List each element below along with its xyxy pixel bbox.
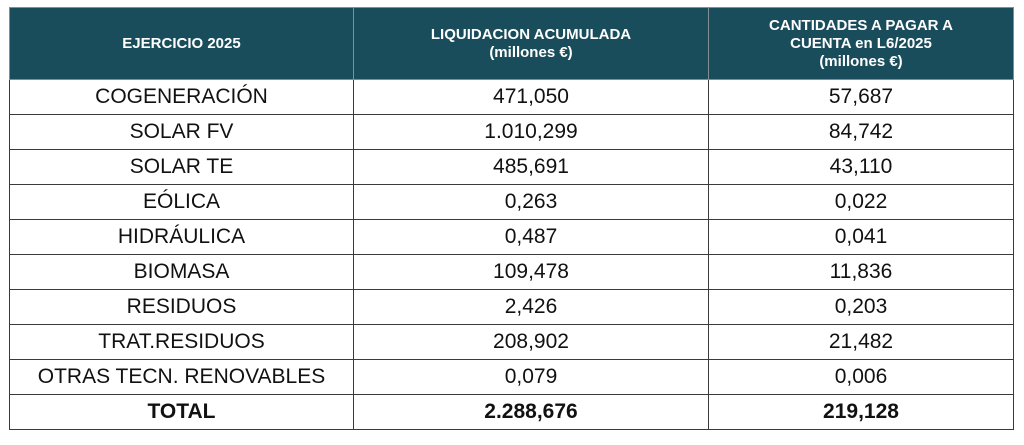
row-liquidacion: 0,487 <box>353 219 709 255</box>
row-label: SOLAR TE <box>9 149 354 185</box>
row-liquidacion: 471,050 <box>353 79 709 115</box>
row-label: TRAT.RESIDUOS <box>9 324 354 360</box>
header-row: EJERCICIO 2025 LIQUIDACION ACUMULADA (mi… <box>9 7 1014 80</box>
table-row: TRAT.RESIDUOS 208,902 21,482 <box>9 324 1014 360</box>
header-cantidades-line: CUENTA en L6/2025 <box>790 34 932 52</box>
row-label: EÓLICA <box>9 184 354 220</box>
row-liquidacion: 485,691 <box>353 149 709 185</box>
table-row: RESIDUOS 2,426 0,203 <box>9 289 1014 325</box>
liquidation-table: EJERCICIO 2025 LIQUIDACION ACUMULADA (mi… <box>9 7 1014 430</box>
row-cantidades: 0,006 <box>708 359 1014 395</box>
header-cantidades-line: CANTIDADES A PAGAR A <box>769 16 953 34</box>
row-cantidades: 11,836 <box>708 254 1014 290</box>
row-label: RESIDUOS <box>9 289 354 325</box>
table-row: SOLAR TE 485,691 43,110 <box>9 149 1014 185</box>
table-header: EJERCICIO 2025 LIQUIDACION ACUMULADA (mi… <box>9 7 1014 80</box>
header-cantidades-unit: (millones €) <box>819 52 903 70</box>
total-liquidacion: 2.288,676 <box>353 394 709 430</box>
row-liquidacion: 208,902 <box>353 324 709 360</box>
row-label: COGENERACIÓN <box>9 79 354 115</box>
row-liquidacion: 2,426 <box>353 289 709 325</box>
header-liquidacion-unit: (millones €) <box>489 43 573 61</box>
header-ejercicio: EJERCICIO 2025 <box>9 7 354 80</box>
table-row: BIOMASA 109,478 11,836 <box>9 254 1014 290</box>
row-label: HIDRÁULICA <box>9 219 354 255</box>
row-label: SOLAR FV <box>9 114 354 150</box>
table-row: HIDRÁULICA 0,487 0,041 <box>9 219 1014 255</box>
header-liquidacion-line: LIQUIDACION ACUMULADA <box>430 25 632 43</box>
header-liquidacion: LIQUIDACION ACUMULADA (millones €) <box>353 7 709 80</box>
row-cantidades: 0,041 <box>708 219 1014 255</box>
table-row: COGENERACIÓN 471,050 57,687 <box>9 79 1014 115</box>
table-row: OTRAS TECN. RENOVABLES 0,079 0,006 <box>9 359 1014 395</box>
row-liquidacion: 0,263 <box>353 184 709 220</box>
total-cantidades: 219,128 <box>708 394 1014 430</box>
row-cantidades: 0,203 <box>708 289 1014 325</box>
table-row: EÓLICA 0,263 0,022 <box>9 184 1014 220</box>
row-cantidades: 84,742 <box>708 114 1014 150</box>
row-label: BIOMASA <box>9 254 354 290</box>
total-label: TOTAL <box>9 394 354 430</box>
header-ejercicio-line: EJERCICIO 2025 <box>122 34 241 52</box>
header-cantidades: CANTIDADES A PAGAR A CUENTA en L6/2025 (… <box>708 7 1014 80</box>
row-cantidades: 57,687 <box>708 79 1014 115</box>
row-liquidacion: 1.010,299 <box>353 114 709 150</box>
row-liquidacion: 0,079 <box>353 359 709 395</box>
row-liquidacion: 109,478 <box>353 254 709 290</box>
row-cantidades: 0,022 <box>708 184 1014 220</box>
table-row: SOLAR FV 1.010,299 84,742 <box>9 114 1014 150</box>
row-cantidades: 43,110 <box>708 149 1014 185</box>
row-label: OTRAS TECN. RENOVABLES <box>9 359 354 395</box>
total-row: TOTAL 2.288,676 219,128 <box>9 394 1014 430</box>
row-cantidades: 21,482 <box>708 324 1014 360</box>
table-body: COGENERACIÓN 471,050 57,687 SOLAR FV 1.0… <box>9 79 1014 430</box>
